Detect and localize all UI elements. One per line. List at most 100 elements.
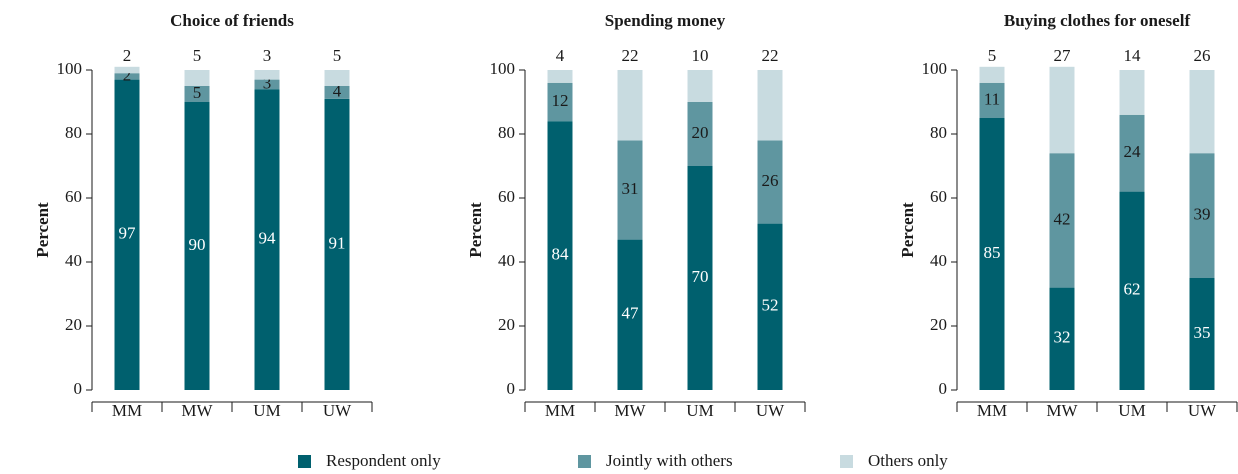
x-tick-label: MW <box>614 401 646 420</box>
bar-segment <box>547 82 573 122</box>
x-tick-label: MW <box>1046 401 1078 420</box>
bar-segment <box>254 70 280 80</box>
bar-segment <box>114 66 140 74</box>
bar-segment <box>617 140 643 240</box>
y-tick-label: 0 <box>74 379 83 398</box>
y-tick-label: 60 <box>65 187 82 206</box>
x-tick-label: MM <box>545 401 575 420</box>
bar-segment <box>254 79 280 90</box>
x-tick-label: MM <box>112 401 142 420</box>
y-tick-label: 0 <box>939 379 948 398</box>
bar-segment <box>1049 287 1075 390</box>
legend-label: Jointly with others <box>606 451 733 470</box>
bar-segment <box>617 70 643 141</box>
value-label: 5 <box>193 46 202 65</box>
value-label: 42 <box>1054 209 1071 228</box>
value-label: 91 <box>329 233 346 252</box>
value-label: 5 <box>988 46 997 65</box>
y-tick-label: 40 <box>930 251 947 270</box>
y-tick-label: 100 <box>57 59 83 78</box>
legend-label: Others only <box>868 451 948 470</box>
bar-segment <box>979 118 1005 390</box>
x-tick-label: UM <box>1118 401 1145 420</box>
bar-segment <box>1119 70 1145 115</box>
bar-segment <box>979 66 1005 83</box>
value-label: 22 <box>622 46 639 65</box>
value-label: 5 <box>193 83 202 102</box>
y-tick-label: 20 <box>930 315 947 334</box>
legend-swatch <box>578 455 591 468</box>
value-label: 11 <box>984 89 1000 108</box>
chart-title: Choice of friends <box>170 11 294 30</box>
bar-segment <box>1049 153 1075 288</box>
bar-segment <box>1189 70 1215 154</box>
bar-segment <box>979 82 1005 118</box>
value-label: 24 <box>1124 142 1142 161</box>
value-label: 52 <box>762 296 779 315</box>
x-tick-label: UM <box>686 401 713 420</box>
bar-segment <box>324 86 350 99</box>
bar-segment <box>617 239 643 390</box>
value-label: 3 <box>263 46 272 65</box>
chart-title: Spending money <box>605 11 726 30</box>
bar-segment <box>254 89 280 390</box>
value-label: 3 <box>263 73 272 92</box>
y-tick-label: 0 <box>507 379 516 398</box>
bar-segment <box>324 98 350 391</box>
value-label: 84 <box>552 245 570 264</box>
value-label: 4 <box>556 46 565 65</box>
bar-segment <box>184 70 210 86</box>
bar-segment <box>1119 114 1145 192</box>
bar-segment <box>757 140 783 224</box>
value-label: 90 <box>189 235 206 254</box>
value-label: 27 <box>1054 46 1072 65</box>
value-label: 26 <box>1194 46 1211 65</box>
bar-segment <box>324 70 350 86</box>
y-axis-label: Percent <box>33 202 52 258</box>
value-label: 94 <box>259 229 277 248</box>
bar-segment <box>114 79 140 390</box>
x-tick-label: UW <box>1188 401 1217 420</box>
bar-segment <box>757 223 783 390</box>
y-tick-label: 20 <box>65 315 82 334</box>
value-label: 97 <box>119 224 137 243</box>
value-label: 35 <box>1194 323 1211 342</box>
bar-segment <box>1189 278 1215 390</box>
value-label: 4 <box>333 81 342 100</box>
bar-segment <box>547 70 573 83</box>
chart-title: Buying clothes for oneself <box>1004 11 1191 30</box>
bar-segment <box>114 73 140 80</box>
y-axis-label: Percent <box>898 202 917 258</box>
y-tick-label: 60 <box>930 187 947 206</box>
x-tick-label: UW <box>756 401 785 420</box>
y-tick-label: 60 <box>498 187 515 206</box>
bar-segment <box>687 166 713 390</box>
legend-swatch <box>840 455 853 468</box>
value-label: 39 <box>1194 205 1211 224</box>
x-tick-label: UW <box>323 401 352 420</box>
legend-label: Respondent only <box>326 451 441 470</box>
value-label: 14 <box>1124 46 1142 65</box>
bar-segment <box>547 121 573 390</box>
value-label: 26 <box>762 171 779 190</box>
bar-segment <box>1049 66 1075 154</box>
value-label: 22 <box>762 46 779 65</box>
value-label: 2 <box>123 46 132 65</box>
y-tick-label: 40 <box>65 251 82 270</box>
value-label: 12 <box>552 91 569 110</box>
legend-swatch <box>298 455 311 468</box>
y-tick-label: 40 <box>498 251 515 270</box>
value-label: 5 <box>333 46 342 65</box>
value-label: 70 <box>692 267 709 286</box>
bar-segment <box>687 70 713 102</box>
value-label: 62 <box>1124 280 1141 299</box>
bar-segment <box>757 70 783 141</box>
value-label: 10 <box>692 46 709 65</box>
bar-segment <box>1119 191 1145 390</box>
y-tick-label: 100 <box>490 59 516 78</box>
bar-segment <box>687 102 713 166</box>
y-axis-label: Percent <box>466 202 485 258</box>
value-label: 2 <box>123 65 132 84</box>
y-tick-label: 80 <box>498 123 515 142</box>
